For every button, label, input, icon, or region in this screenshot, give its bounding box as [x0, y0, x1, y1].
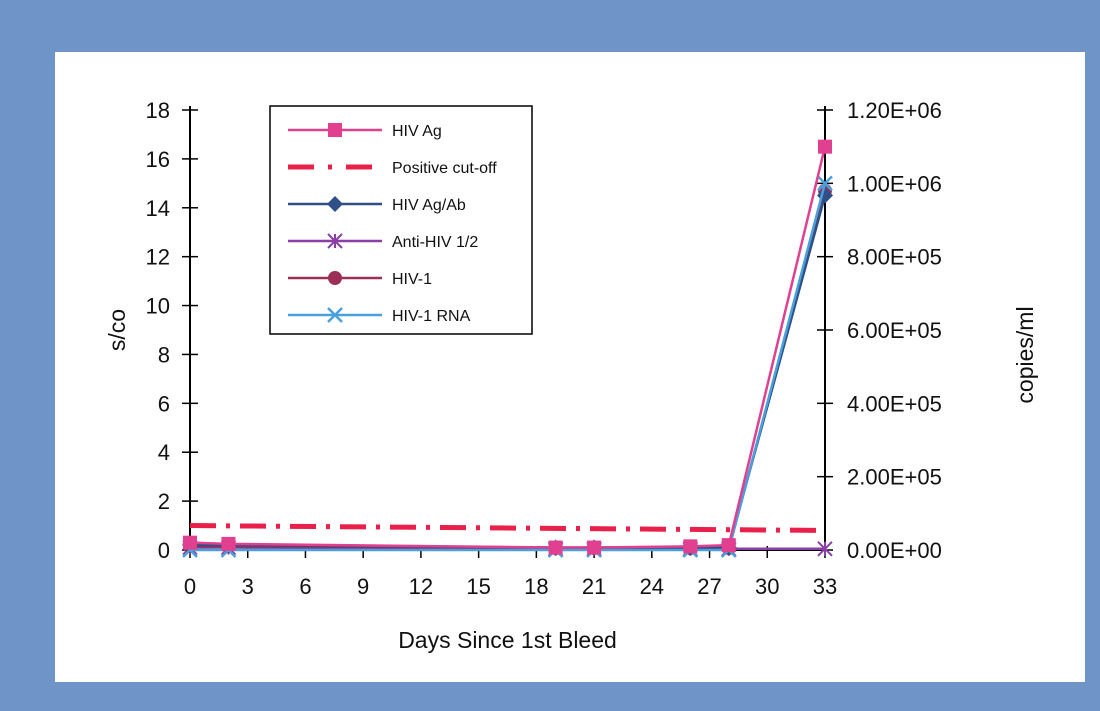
y2-axis-title: copies/ml	[1012, 306, 1038, 403]
data-point	[683, 539, 698, 554]
data-point	[721, 538, 736, 553]
legend-label: Positive cut-off	[392, 160, 497, 177]
legend: HIV Ag Positive cut-off HIV Ag/Ab Anti-HIV …	[269, 105, 533, 335]
y2-tick-label: 8.00E+05	[847, 245, 942, 270]
data-point	[221, 536, 236, 551]
y2-tick-label: 4.00E+05	[847, 391, 942, 416]
x-tick-label: 27	[697, 574, 721, 599]
x-tick-label: 21	[582, 574, 606, 599]
series-line	[189, 523, 826, 533]
x-tick-label: 6	[299, 574, 311, 599]
x-axis-title: Days Since 1st Bleed	[398, 627, 617, 653]
x-tick-label: 33	[813, 574, 837, 599]
y-tick-label: 0	[158, 538, 170, 563]
legend-item: Positive cut-off	[288, 160, 497, 177]
legend-item: HIV Ag	[288, 123, 442, 140]
legend-item: HIV-1 RNA	[288, 307, 471, 325]
y-tick-label: 8	[158, 342, 170, 367]
data-point	[818, 139, 832, 154]
data-point	[817, 175, 833, 192]
y-tick-label: 18	[146, 98, 170, 123]
y-tick-label: 2	[158, 489, 170, 514]
y-axis-title: s/co	[104, 309, 130, 351]
legend-item: Anti-HIV 1/2	[288, 233, 478, 251]
x-tick-label: 18	[524, 574, 548, 599]
y-tick-label: 4	[158, 440, 170, 465]
legend-marker	[328, 271, 342, 285]
data-point	[817, 541, 833, 557]
chart-panel: 0 2 4 6 8 10 12 14 16 18 0.00E+00 2.00E+05 4.00E+05 6…	[55, 52, 1085, 682]
y-tick-label: 12	[146, 245, 170, 270]
y2-tick-label: 1.00E+06	[847, 171, 942, 196]
legend-marker	[327, 233, 343, 249]
x-tick-label: 30	[755, 574, 779, 599]
x-tick-label: 12	[409, 574, 433, 599]
x-tick-label: 9	[357, 574, 369, 599]
data-point	[183, 535, 197, 550]
y2-tick-label: 6.00E+05	[847, 318, 942, 343]
legend-label: HIV Ag	[392, 123, 442, 140]
y-tick-label: 16	[146, 147, 170, 172]
x-tick-label: 3	[242, 574, 254, 599]
legend-label: HIV-1 RNA	[392, 308, 471, 325]
x-tick-label: 15	[466, 574, 490, 599]
legend-item: HIV Ag/Ab	[288, 196, 466, 214]
y-tick-label: 14	[146, 196, 170, 221]
data-point	[587, 540, 602, 555]
y2-tick-label: 1.20E+06	[847, 98, 942, 123]
y-tick-label: 10	[146, 294, 170, 319]
legend-marker	[327, 307, 343, 323]
data-point	[548, 540, 563, 555]
series-hiv-ag	[183, 139, 832, 555]
legend-label: HIV-1	[392, 271, 432, 288]
legend-marker	[328, 123, 342, 137]
series-positive-cut-off	[189, 523, 826, 533]
y-tick-label: 6	[158, 391, 170, 416]
x-tick-label: 0	[184, 574, 196, 599]
x-tick-label: 24	[640, 574, 664, 599]
legend-marker	[327, 196, 343, 212]
legend-item: HIV-1	[288, 271, 432, 288]
legend-label: Anti-HIV 1/2	[392, 234, 478, 251]
legend-box	[269, 105, 533, 335]
y2-tick-label: 0.00E+00	[847, 538, 942, 563]
y2-tick-label: 2.00E+05	[847, 465, 942, 490]
chart: 0246810121416180.00E+002.00E+054.00E+056…	[104, 98, 1038, 653]
legend-label: HIV Ag/Ab	[392, 197, 466, 214]
